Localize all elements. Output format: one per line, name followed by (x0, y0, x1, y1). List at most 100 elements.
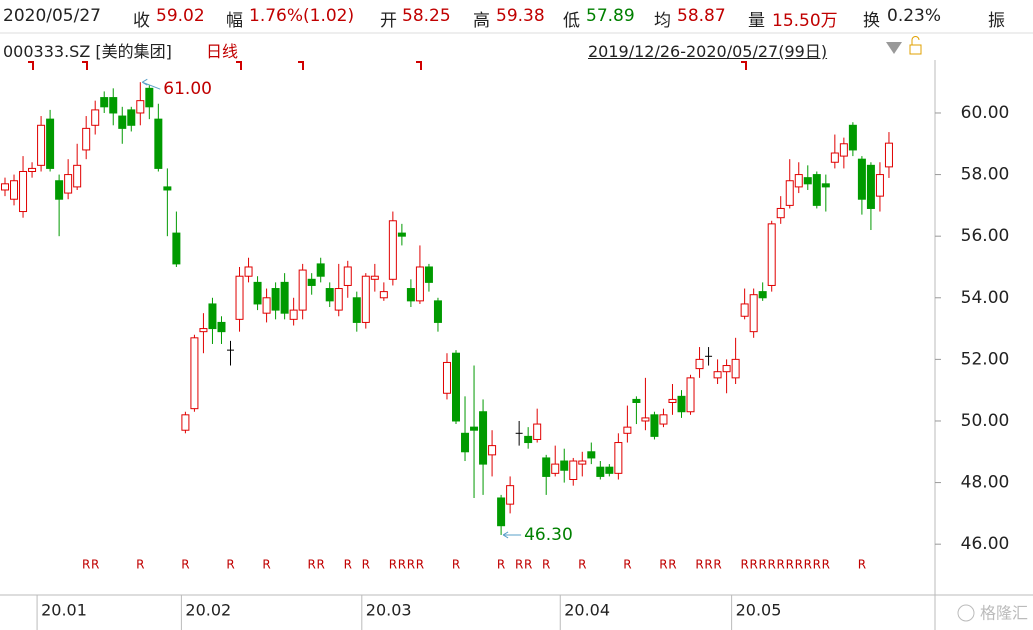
candle-body (884, 142, 893, 168)
candle-body (343, 266, 352, 286)
signal: R (542, 558, 550, 572)
candle-body (785, 180, 794, 206)
candle-body (830, 152, 839, 163)
signal: R (713, 558, 721, 572)
candle-body (560, 460, 569, 471)
candle-body (866, 164, 875, 209)
lock-icon[interactable] (909, 44, 922, 55)
candle-body (740, 303, 749, 317)
period: 日线 (206, 42, 239, 61)
signal: R (82, 558, 90, 572)
x-tick-label: 20.04 (564, 601, 610, 620)
candle-body (154, 118, 163, 169)
signal: R (497, 558, 505, 572)
candle-body (109, 97, 118, 114)
signal: R (795, 558, 803, 572)
candle-body (794, 174, 803, 188)
dropdown-icon[interactable] (886, 42, 902, 54)
candle-body (632, 398, 641, 403)
candle-body (181, 414, 190, 431)
candle-body (388, 220, 397, 280)
candle-body (758, 291, 767, 299)
annotation-label: 46.30 (524, 525, 573, 545)
candle-body (19, 170, 28, 213)
candle-body (307, 278, 316, 286)
y-tick-label: 50.00 (961, 411, 1010, 431)
candle-body (217, 321, 226, 333)
annotation-arrow (142, 81, 161, 90)
signal: R (695, 558, 703, 572)
candle-body (361, 275, 370, 323)
candle-body (172, 232, 181, 265)
field-value: 58.87 (677, 6, 726, 26)
candle-body (650, 414, 659, 437)
candle-body (569, 460, 578, 480)
candle-body (118, 115, 127, 129)
signal: R (91, 558, 99, 572)
candle-body (424, 266, 433, 283)
candle-body (406, 288, 415, 302)
candle-body (875, 174, 884, 197)
signal: R (407, 558, 415, 572)
candle-body (542, 457, 551, 477)
candle-body (713, 371, 722, 379)
candle-body (253, 281, 262, 305)
candle-body (578, 460, 587, 465)
range-label[interactable]: 2019/12/26-2020/05/27(99日) (588, 42, 828, 61)
signal: R (749, 558, 757, 572)
candle-body (479, 411, 488, 465)
candle-body (659, 414, 668, 425)
x-tick-label: 20.03 (366, 601, 412, 620)
field-value: 59.38 (496, 6, 545, 26)
candle-body (497, 497, 506, 527)
annotation-label: 61.00 (163, 79, 212, 99)
candle-body (379, 291, 388, 299)
y-tick-label: 46.00 (961, 534, 1010, 554)
field-label: 换 (863, 11, 880, 31)
candle-body (352, 297, 361, 323)
candle-body (100, 97, 109, 108)
y-tick-label: 58.00 (961, 165, 1010, 185)
candle-body (28, 167, 37, 172)
signal: R (704, 558, 712, 572)
y-tick-label: 60.00 (961, 103, 1010, 123)
candle-body (91, 109, 100, 126)
candle-body (812, 174, 821, 206)
candle-body (397, 232, 406, 237)
field-value: 15.50万 (772, 11, 838, 31)
candle-body (803, 177, 812, 185)
candle-body (731, 358, 740, 379)
candle-body (461, 432, 470, 453)
candle-body (533, 423, 542, 440)
candle-body (857, 158, 866, 200)
candle-body (839, 143, 848, 157)
candle-body (695, 358, 704, 370)
field-label: 高 (473, 11, 490, 31)
y-tick-label: 54.00 (961, 288, 1010, 308)
candle-body (614, 442, 623, 474)
y-tick-label: 52.00 (961, 349, 1010, 369)
candle-body (677, 395, 686, 413)
candle-body (623, 426, 632, 434)
signal: R (416, 558, 424, 572)
field-label: 量 (748, 11, 765, 31)
candle-body (524, 435, 533, 444)
field-label: 幅 (226, 11, 243, 31)
candle-body (488, 445, 497, 456)
symbol: 000333.SZ [美的集团] (3, 42, 172, 61)
signal: R (740, 558, 748, 572)
candle-body (506, 485, 515, 505)
signal: R (858, 558, 866, 572)
event-flags (28, 61, 747, 70)
candle-body (551, 463, 560, 474)
signal: R (317, 558, 325, 572)
candle-body (1, 183, 9, 191)
candle-body (235, 275, 244, 320)
arrowhead (142, 78, 148, 86)
candle-body (821, 183, 830, 188)
candle-body (433, 300, 442, 323)
field-label: 振 (988, 11, 1005, 31)
signal: R (768, 558, 776, 572)
candle-body (190, 337, 199, 410)
